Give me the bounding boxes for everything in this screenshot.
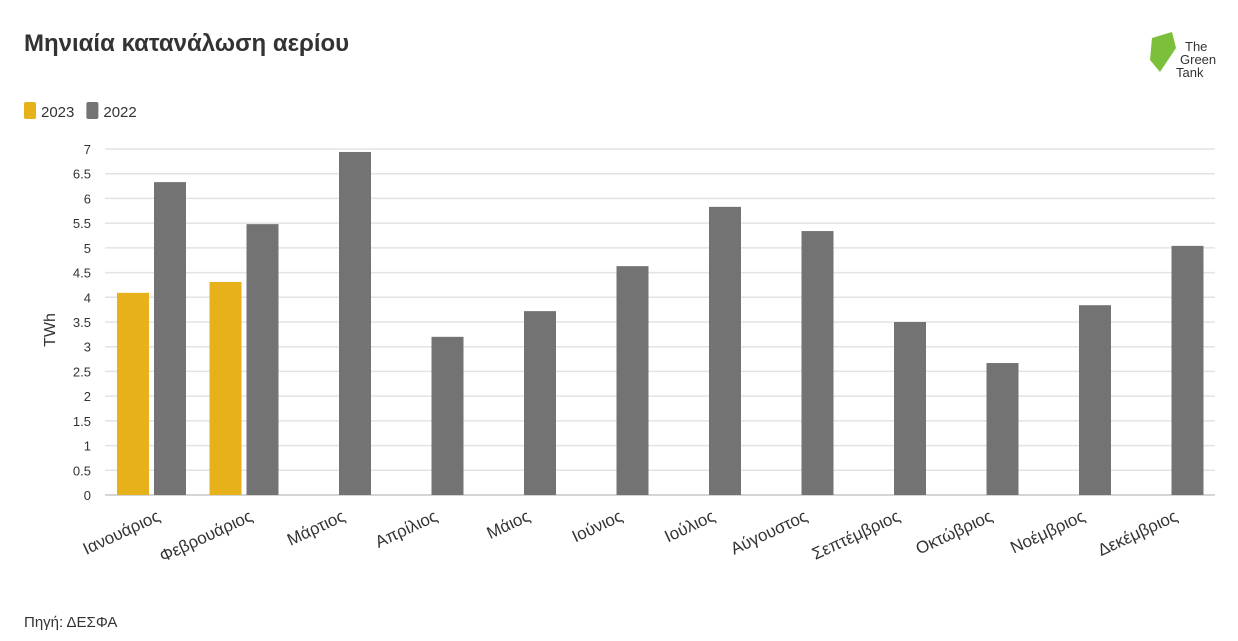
y-tick-label: 6.5 [73, 167, 91, 182]
legend-label: 2022 [103, 104, 136, 121]
x-tick-label: Ιούνιος [569, 506, 625, 546]
y-tick-label: 2 [84, 389, 91, 404]
x-tick-label: Φεβρουάριος [157, 506, 256, 566]
logo-icon [1150, 32, 1176, 72]
bar [986, 363, 1019, 495]
logo-text: Tank [1176, 65, 1204, 80]
source: Πηγή: ΔΕΣΦΑ [24, 614, 117, 631]
bar [431, 336, 464, 495]
chart-title: Μηνιαία κατανάλωση αερίου [24, 30, 349, 57]
y-tick-label: 4 [84, 290, 91, 305]
bar [709, 206, 741, 495]
x-tick-label: Ιούλιος [662, 506, 718, 546]
x-tick-label: Απρίλιος [372, 506, 440, 551]
legend-label: 2023 [41, 104, 74, 121]
y-tick-label: 5.5 [73, 216, 91, 231]
bar [1079, 305, 1111, 495]
bar [154, 182, 186, 496]
bar [524, 311, 556, 495]
bar [209, 281, 242, 495]
x-tick-label: Ιανουάριος [80, 506, 163, 558]
y-tick-label: 4.5 [73, 266, 91, 281]
y-tick-label: 2.5 [73, 364, 91, 379]
y-axis-label: TWh [42, 313, 59, 347]
bar [894, 322, 926, 495]
y-tick-label: 3.5 [73, 315, 91, 330]
x-tick-label: Νοέμβριος [1007, 506, 1088, 557]
logo: The Green Tank [1150, 32, 1216, 80]
bar [246, 224, 279, 496]
y-tick-label: 0.5 [73, 463, 91, 478]
y-tick-label: 6 [84, 191, 91, 206]
x-tick-label: Μάρτιος [284, 506, 348, 549]
bar [339, 151, 371, 496]
y-tick-label: 7 [84, 142, 91, 157]
legend-swatch [24, 102, 36, 119]
x-tick-label: Αύγουστος [728, 506, 811, 558]
x-tick-label: Μάιος [484, 506, 533, 542]
x-tick-label: Οκτώβριος [913, 506, 996, 558]
bar [616, 266, 649, 495]
bar [117, 292, 149, 495]
bar [801, 231, 834, 495]
logo-text: Green [1180, 52, 1216, 67]
y-tick-label: 3 [84, 340, 91, 355]
y-tick-label: 1.5 [73, 414, 91, 429]
legend-swatch [86, 102, 99, 119]
x-tick-label: Δεκέμβριος [1095, 506, 1181, 559]
logo-text: The [1185, 39, 1207, 54]
y-tick-label: 1 [84, 439, 91, 454]
bar [1171, 245, 1204, 495]
x-tick-label: Σεπτέμβριος [809, 506, 903, 563]
y-tick-label: 5 [84, 241, 91, 256]
y-tick-label: 0 [84, 488, 91, 503]
